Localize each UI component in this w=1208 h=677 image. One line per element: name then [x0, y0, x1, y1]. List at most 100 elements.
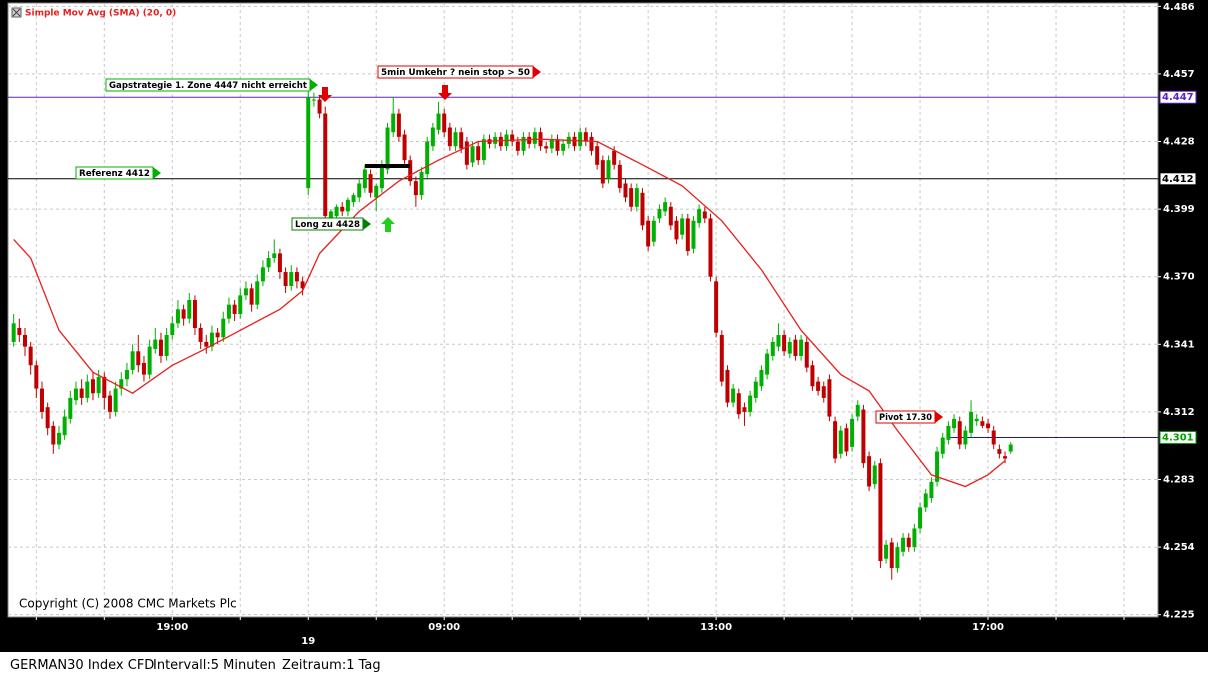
candle-body [447, 127, 452, 147]
candle-body [345, 199, 350, 212]
candle-body [1003, 456, 1008, 459]
candle-body [787, 341, 792, 354]
candle-body [612, 150, 617, 165]
candle-body [770, 341, 775, 356]
candle-body [300, 281, 305, 289]
candle-body [895, 547, 900, 569]
candle-body [878, 463, 883, 562]
candle-body [85, 381, 90, 398]
candle-body [141, 362, 146, 375]
candle-body [396, 113, 401, 137]
candle-body [413, 181, 418, 196]
candle-body [113, 388, 118, 412]
candle-body [867, 456, 872, 487]
y-tick-label: 4.341 [1163, 339, 1195, 350]
legend-entry: Simple Mov Avg (SMA) (20, 0) [25, 9, 176, 19]
candle-body [663, 202, 668, 212]
candle-body [153, 339, 158, 349]
candle-body [527, 136, 532, 144]
candle-body [816, 381, 821, 391]
candle-body [340, 206, 345, 212]
instrument: GERMAN30 Index CFD [10, 658, 155, 673]
legend-icon-x [12, 8, 21, 17]
candle-body [974, 418, 979, 422]
annotation-text: Pivot 17.30 [879, 413, 932, 423]
candle-body [838, 430, 843, 454]
candle-body [306, 97, 311, 189]
candle-body [22, 334, 27, 347]
x-tick-label: 13:00 [700, 622, 732, 633]
candle-body [634, 188, 639, 207]
plot-area [7, 2, 1159, 618]
candle-body [935, 451, 940, 482]
candle-body [827, 379, 832, 417]
candle-body [901, 537, 906, 552]
annotation-text: Long zu 4428 [295, 220, 360, 230]
candle-body [668, 206, 673, 226]
candle-body [385, 127, 390, 170]
candle-body [96, 376, 101, 394]
y-tick-label: 4.312 [1163, 407, 1195, 418]
candle-body [51, 425, 56, 445]
candle-body [776, 334, 781, 347]
candle-body [844, 428, 849, 452]
candle-body [719, 334, 724, 382]
candle-body [969, 411, 974, 433]
candle-body [453, 132, 458, 147]
candle-body [872, 465, 877, 485]
candle-body [260, 267, 265, 282]
candle-body [657, 209, 662, 219]
candle-body [600, 160, 605, 184]
candle-body [521, 136, 526, 151]
candle-body [464, 141, 469, 165]
candle-body [991, 430, 996, 445]
x-tick-label: 17:00 [972, 622, 1004, 633]
candle-body [481, 139, 486, 161]
candle-body [532, 132, 537, 144]
candle-body [510, 134, 515, 142]
candle-body [102, 376, 107, 398]
y-tick-label: 4.457 [1163, 69, 1195, 80]
level-label: 4.412 [1162, 174, 1194, 185]
level-label-box [1159, 431, 1197, 445]
x-tick-label: 19:00 [156, 622, 188, 633]
candle-body [362, 169, 367, 189]
levels [8, 96, 1158, 439]
candle-body [906, 537, 911, 548]
candle-body [368, 174, 373, 193]
candle-body [963, 430, 968, 445]
candle-body [702, 211, 707, 219]
candle-body [850, 418, 855, 447]
date-tick-label: 19 [301, 636, 315, 647]
down-arrow [318, 87, 332, 102]
candle-body [515, 141, 520, 151]
candle-body [311, 99, 316, 101]
candle-body [782, 334, 787, 352]
candle-body [583, 132, 588, 142]
candle-body [555, 139, 560, 151]
range: Zeitraum:1 Tag [282, 658, 381, 673]
candle-body [561, 143, 566, 151]
candle-body [334, 206, 339, 217]
candle-body [617, 164, 622, 189]
candle-body [391, 113, 396, 133]
candle-body [855, 404, 860, 417]
candle-body [544, 146, 549, 149]
y-tick-label: 4.283 [1163, 474, 1195, 485]
candle-body [578, 132, 583, 147]
candle-body [606, 160, 611, 179]
candle-body [957, 421, 962, 445]
candle-body [249, 288, 254, 305]
level-label-box [1159, 172, 1197, 186]
candle-body [629, 188, 634, 207]
level-label-box [1159, 90, 1197, 104]
candle-body [374, 185, 379, 198]
y-tick-label: 4.225 [1163, 610, 1195, 621]
level-label: 4.447 [1162, 92, 1194, 103]
entry-bar [365, 164, 410, 168]
candle-body [11, 323, 16, 342]
candle-body [793, 339, 798, 356]
level-label: 4.301 [1162, 433, 1194, 444]
candle-body [799, 339, 804, 356]
